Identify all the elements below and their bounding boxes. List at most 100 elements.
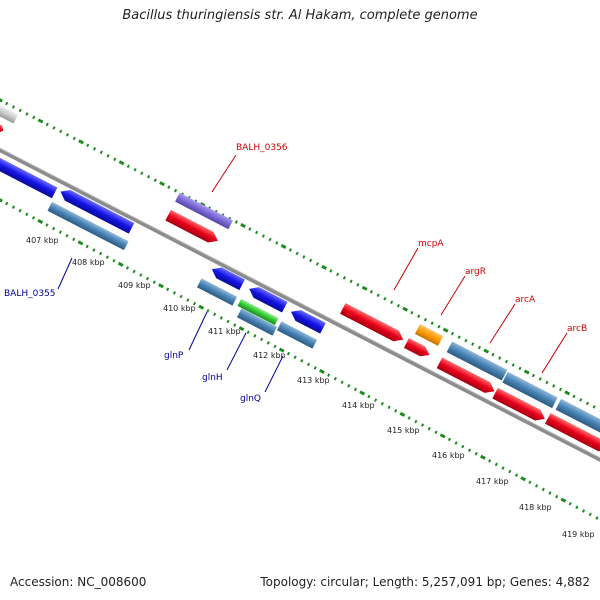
gene-label-glnh: glnH [202, 373, 223, 383]
tick-mark [483, 348, 490, 354]
tick-mark [327, 373, 331, 377]
tick-mark [77, 240, 84, 246]
tick-mark [541, 487, 545, 492]
tick-mark [520, 476, 527, 482]
tick-mark [340, 380, 344, 385]
inner-tick-track [0, 198, 599, 520]
tick-mark [480, 454, 486, 460]
tick-mark [192, 301, 197, 306]
tick-mark [315, 262, 319, 266]
tick-mark [248, 227, 252, 231]
tick-mark [113, 157, 117, 162]
tick-mark [528, 480, 532, 485]
tick-mark [309, 258, 313, 263]
tick-mark [585, 401, 590, 406]
tick-mark [380, 401, 384, 406]
accession-text: Accession: NC_008600 [10, 575, 147, 589]
tick-mark [275, 241, 279, 245]
kbp-label: 411 kbp [208, 327, 241, 336]
tick-mark [588, 512, 592, 517]
tick-mark [86, 143, 90, 148]
tick-mark [78, 139, 84, 145]
tick-mark [461, 444, 465, 449]
tick-mark [420, 423, 425, 427]
tick-mark [430, 321, 434, 325]
kbp-label: 407 kbp [26, 236, 59, 245]
tick-mark [467, 448, 472, 452]
tick-mark [306, 362, 311, 367]
tick-mark [523, 369, 530, 375]
kbp-label: 417 kbp [476, 477, 509, 486]
kbp-label: 414 kbp [342, 401, 375, 410]
gene-blue [60, 189, 135, 234]
tick-mark [333, 376, 337, 381]
gene-label-arca: arcA [515, 295, 536, 305]
tick-mark [592, 405, 596, 409]
tick-mark [228, 216, 232, 221]
tick-mark [434, 430, 438, 435]
tick-mark [342, 276, 346, 280]
tick-mark [457, 335, 461, 339]
tick-mark [407, 416, 411, 420]
tick-mark [545, 380, 549, 385]
tick-mark [402, 306, 409, 312]
tick-mark [132, 269, 136, 274]
tick-mark [427, 426, 431, 431]
tick-mark [498, 356, 502, 360]
tick-mark [511, 363, 515, 367]
gene-track [0, 104, 600, 452]
gene-red [165, 209, 218, 243]
tick-mark [535, 484, 539, 488]
tick-mark [152, 280, 156, 284]
tick-mark [548, 491, 552, 495]
tick-mark [356, 283, 360, 287]
tick-mark [221, 213, 225, 217]
tick-mark [153, 178, 157, 182]
tick-mark [390, 300, 394, 305]
tick-mark [186, 298, 190, 302]
tick-mark [280, 243, 287, 249]
tick-mark [572, 394, 576, 399]
tick-mark [207, 206, 211, 210]
tick-mark [491, 352, 495, 357]
tick-mark [396, 303, 400, 308]
tick-mark [260, 337, 264, 342]
tick-mark [383, 296, 387, 301]
tick-mark [313, 366, 317, 370]
tick-mark [531, 373, 536, 378]
tick-mark [442, 327, 449, 333]
tick-mark [65, 233, 69, 238]
tick-mark [0, 98, 3, 103]
tick-mark [450, 331, 455, 336]
gene-red [340, 303, 404, 342]
tick-mark [268, 237, 272, 242]
tick-mark [194, 199, 198, 203]
tick-mark [387, 405, 391, 410]
gene-label-balh-0355: BALH_0355 [4, 289, 56, 299]
gene-red [492, 387, 545, 421]
tick-mark [293, 355, 297, 360]
tick-mark [300, 359, 304, 363]
tick-mark [187, 195, 191, 200]
tick-mark [214, 209, 218, 214]
tick-mark [504, 359, 509, 364]
kbp-label: 408 kbp [72, 258, 105, 267]
gene-steelblue [196, 278, 238, 306]
tick-mark [439, 433, 446, 439]
tick-mark [394, 409, 398, 413]
kbp-label: 412 kbp [253, 351, 286, 360]
tick-mark [474, 451, 478, 456]
tick-mark [117, 261, 124, 267]
label-connectors [57, 154, 568, 393]
tick-mark [112, 258, 116, 263]
tick-mark [488, 459, 492, 463]
tick-mark [261, 234, 265, 238]
tick-mark [52, 126, 56, 130]
gene-label-glnq: glnQ [240, 394, 261, 404]
tick-mark [295, 251, 299, 256]
tick-mark [166, 287, 170, 292]
tick-mark [179, 294, 183, 299]
tick-mark [25, 212, 29, 217]
gene-red [403, 338, 430, 357]
gene-steelblue [47, 201, 129, 251]
